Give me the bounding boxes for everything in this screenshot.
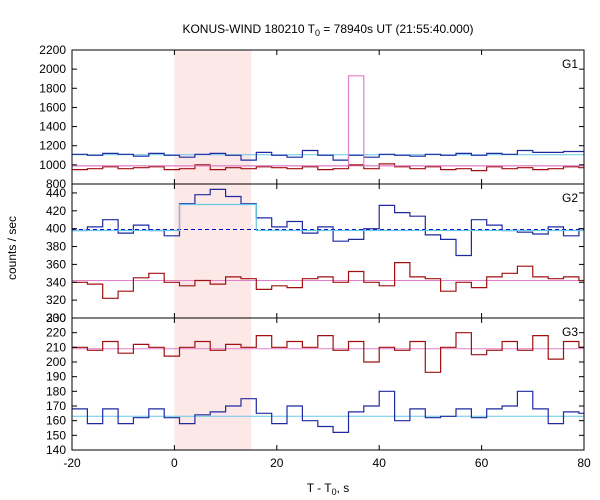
panel-g1: 800 1000 1200 1400 1600 1800 2000 2200 G1 [39,43,585,191]
y-tick-label: 1400 [39,120,66,134]
series-line-pink [72,75,584,167]
panel-frame [71,49,585,185]
series-line-blue [72,390,584,433]
series-line-red [72,262,584,299]
y-tick-label: 2200 [39,43,66,57]
series-line-blue [72,188,584,257]
panel-label: G1 [562,57,578,71]
y-tick-label: 1000 [39,158,66,172]
panel-g2: 300 320 340 360 380 400 420 440 G2 [46,183,585,325]
panel-label: G2 [562,191,578,205]
y-tick-label: 150 [46,428,66,442]
x-tick-label: 0 [171,456,178,470]
x-axis-label: T - T0, s [307,481,350,497]
chart-title: KONUS-WIND 180210 T0 = 78940s UT (21:55:… [182,22,473,38]
series-line-cyan [72,203,584,232]
y-tick-label: 1600 [39,100,66,114]
series-line-blue [72,149,584,161]
y-tick-label: 300 [46,311,66,325]
x-tick-label: 80 [577,456,591,470]
y-tick-label: 170 [46,399,66,413]
y-tick-label: 320 [46,293,66,307]
y-tick-label: 220 [46,326,66,340]
y-tick-label: 340 [46,275,66,289]
y-tick-label: 420 [46,204,66,218]
y-tick-label: 400 [46,222,66,236]
y-tick-label: 230 [46,311,66,325]
y-tick-label: 160 [46,414,66,428]
y-tick-label: 380 [46,240,66,254]
y-tick-label: 440 [46,186,66,200]
y-tick-label: 1800 [39,81,66,95]
x-tick-label: -20 [63,456,81,470]
y-tick-label: 200 [46,355,66,369]
y-tick-label: 140 [46,443,66,457]
series-line-red [72,332,584,373]
x-tick-label: 40 [373,456,387,470]
shaded-interval [174,50,252,184]
series-line-red [72,163,584,172]
shaded-interval [174,318,252,450]
shaded-interval [174,184,252,318]
y-tick-label: 190 [46,370,66,384]
panel-label: G3 [562,325,578,339]
x-tick-label: 20 [270,456,284,470]
y-tick-label: 360 [46,257,66,271]
x-tick-label: 60 [475,456,489,470]
y-tick-label: 210 [46,340,66,354]
y-tick-label: 2000 [39,62,66,76]
y-tick-label: 180 [46,384,66,398]
y-axis-label: counts / sec [5,216,19,280]
panel-frame [71,317,585,451]
y-tick-label: 1200 [39,139,66,153]
plot-panels: 8001000120014001600180020002200G13003203… [39,43,591,470]
panel-frame [71,183,585,319]
y-tick-label: 800 [46,177,66,191]
